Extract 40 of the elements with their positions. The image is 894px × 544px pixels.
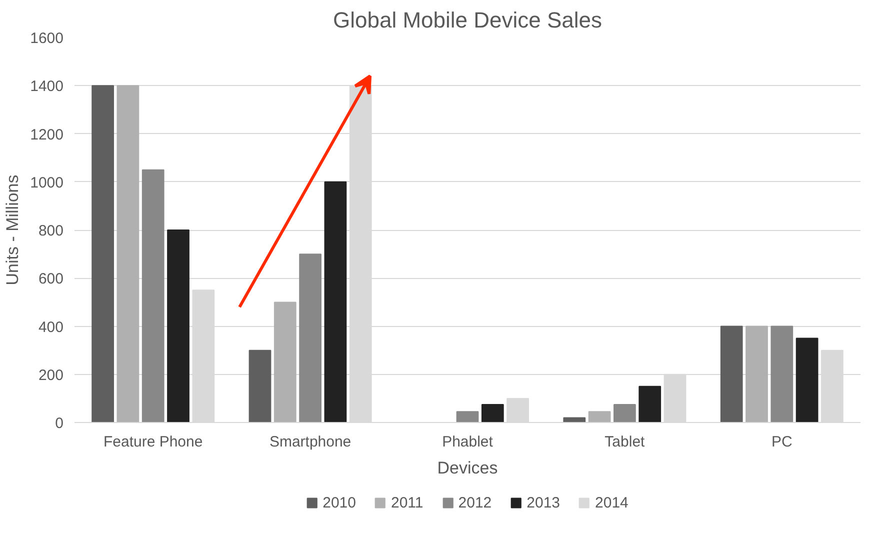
legend-label: 2014	[595, 494, 628, 511]
bar	[248, 350, 272, 422]
bar	[142, 169, 164, 422]
bar	[638, 386, 662, 422]
x-tick-label: Tablet	[604, 434, 646, 450]
x-tick-label: PC	[771, 434, 792, 450]
bar	[588, 411, 611, 422]
bar	[324, 181, 347, 422]
y-tick-label: 1200	[30, 126, 64, 144]
bar	[299, 254, 322, 422]
y-tick-label: 600	[38, 270, 64, 288]
x-axis-title: Devices	[437, 458, 498, 478]
bar	[456, 411, 479, 422]
bar	[796, 338, 818, 422]
y-axis-title: Units - Millions	[3, 174, 22, 286]
y-tick-label: 200	[38, 366, 64, 384]
bar	[167, 230, 190, 422]
x-tick-label: Phablet	[442, 434, 494, 450]
legend-label: 2011	[390, 494, 424, 511]
bar	[116, 85, 140, 422]
bar	[274, 302, 296, 422]
y-tick-label: 0	[55, 415, 64, 432]
chart-title: Global Mobile Device Sales	[332, 8, 602, 32]
x-tick-label: Feature Phone	[103, 434, 203, 450]
bar	[92, 85, 114, 422]
bar	[770, 326, 794, 422]
bar	[614, 404, 636, 422]
legend-label: 2010	[322, 494, 356, 511]
bar	[746, 326, 768, 422]
y-tick-label: 800	[38, 222, 64, 240]
bar	[720, 326, 743, 422]
y-tick-label: 1600	[30, 30, 64, 47]
legend-label: 2013	[526, 494, 560, 511]
x-tick-label: Smartphone	[269, 434, 352, 450]
bar	[481, 404, 504, 422]
y-tick-label: 400	[38, 318, 64, 336]
bar	[563, 417, 586, 422]
y-tick-label: 1400	[30, 78, 64, 96]
y-tick-label: 1000	[30, 174, 64, 192]
legend-label: 2012	[458, 494, 492, 511]
